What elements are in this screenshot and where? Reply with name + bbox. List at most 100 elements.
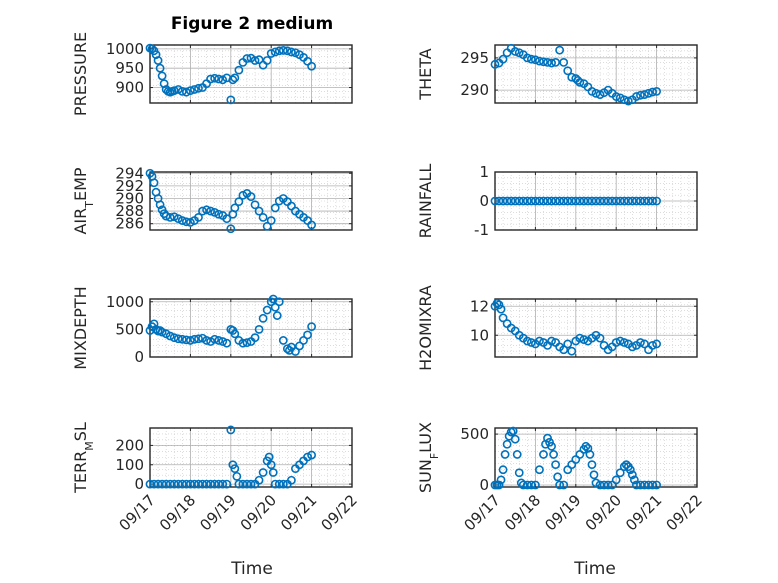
data-point bbox=[214, 74, 224, 84]
data-point bbox=[603, 196, 613, 206]
data-point bbox=[496, 475, 506, 485]
y-tick-label: 294 bbox=[115, 164, 144, 182]
data-point bbox=[510, 47, 520, 56]
data-point bbox=[278, 46, 288, 55]
data-point bbox=[502, 439, 512, 449]
data-point bbox=[185, 86, 195, 96]
y-tick-label: 12 bbox=[470, 297, 489, 315]
data-point bbox=[254, 324, 264, 334]
data-point bbox=[563, 339, 573, 349]
data-point bbox=[636, 90, 645, 100]
data-point bbox=[526, 480, 536, 490]
y-tick-label: 0 bbox=[134, 348, 144, 366]
y-axis-label: SUNFLUX bbox=[416, 422, 441, 493]
y-tick-label: 290 bbox=[460, 81, 489, 99]
data-point bbox=[278, 336, 288, 345]
data-point bbox=[567, 196, 577, 206]
data-point bbox=[611, 92, 621, 101]
y-tick-label: 1 bbox=[479, 163, 489, 181]
data-point bbox=[303, 330, 312, 340]
data-point bbox=[644, 196, 653, 206]
data-point bbox=[595, 480, 605, 490]
data-point bbox=[185, 336, 195, 345]
data-point bbox=[230, 73, 240, 83]
data-point bbox=[246, 192, 256, 201]
series-markers bbox=[490, 426, 661, 490]
data-point bbox=[307, 450, 316, 460]
y-axis-label: RAINFALL bbox=[416, 164, 435, 239]
data-point bbox=[581, 441, 591, 451]
series-markers bbox=[490, 196, 661, 206]
data-point bbox=[619, 95, 629, 105]
data-point bbox=[629, 475, 639, 485]
data-point bbox=[198, 206, 207, 216]
data-point bbox=[266, 49, 276, 58]
data-point bbox=[185, 479, 195, 489]
data-point bbox=[535, 56, 544, 66]
data-point bbox=[607, 196, 617, 206]
figure-title: Figure 2 medium bbox=[171, 14, 333, 34]
data-point bbox=[264, 452, 274, 462]
x-tick-label: 09/20 bbox=[582, 491, 625, 534]
data-point bbox=[494, 480, 504, 490]
data-point bbox=[500, 450, 510, 459]
data-point bbox=[165, 331, 175, 341]
data-point bbox=[640, 339, 649, 349]
data-point bbox=[547, 196, 556, 206]
y-tick-label: 288 bbox=[115, 202, 144, 220]
data-point bbox=[595, 333, 605, 343]
axes-box bbox=[494, 298, 698, 358]
data-point bbox=[563, 196, 573, 206]
data-point bbox=[615, 196, 625, 206]
y-tick-label: 500 bbox=[460, 425, 489, 443]
minor-grid bbox=[149, 299, 353, 357]
data-point bbox=[508, 426, 518, 436]
data-point bbox=[238, 338, 248, 348]
data-point bbox=[531, 196, 540, 206]
data-point bbox=[270, 203, 280, 213]
data-point bbox=[145, 479, 155, 489]
y-axis-label: H2OMIXRA bbox=[416, 285, 435, 371]
y-tick-label: 200 bbox=[115, 436, 144, 454]
data-point bbox=[274, 46, 284, 56]
data-point bbox=[250, 200, 260, 210]
y-tick-label: 500 bbox=[115, 320, 144, 338]
data-point bbox=[194, 212, 203, 222]
data-point bbox=[222, 338, 232, 348]
data-point bbox=[177, 479, 187, 489]
data-point bbox=[627, 342, 637, 352]
y-tick-label: 0 bbox=[134, 475, 144, 493]
data-point bbox=[181, 335, 191, 345]
y-axis-label-subscript: F bbox=[428, 453, 441, 459]
y-tick-label: 900 bbox=[115, 79, 144, 97]
data-point bbox=[619, 338, 629, 347]
data-point bbox=[242, 338, 252, 348]
series-markers bbox=[145, 168, 316, 234]
data-point bbox=[149, 178, 159, 188]
data-point bbox=[636, 480, 645, 490]
y-axis-label-part: EMP bbox=[71, 167, 90, 201]
data-point bbox=[272, 311, 282, 320]
data-point bbox=[585, 450, 595, 459]
x-tick-label: 09/18 bbox=[501, 491, 544, 534]
data-point bbox=[648, 196, 657, 206]
data-point bbox=[514, 196, 524, 206]
data-point bbox=[222, 214, 232, 224]
data-point bbox=[559, 480, 569, 490]
data-point bbox=[234, 197, 244, 207]
data-point bbox=[615, 468, 625, 478]
data-point bbox=[531, 480, 540, 490]
data-point bbox=[603, 480, 613, 490]
y-tick-label: 286 bbox=[115, 215, 144, 233]
data-point bbox=[539, 57, 548, 67]
data-point bbox=[526, 54, 536, 64]
data-point bbox=[636, 338, 645, 347]
minor-grid bbox=[149, 428, 353, 487]
data-point bbox=[547, 58, 556, 68]
data-point bbox=[222, 479, 232, 489]
data-point bbox=[575, 77, 585, 87]
data-point bbox=[571, 196, 581, 206]
x-axis-label-left: Time bbox=[230, 559, 273, 579]
